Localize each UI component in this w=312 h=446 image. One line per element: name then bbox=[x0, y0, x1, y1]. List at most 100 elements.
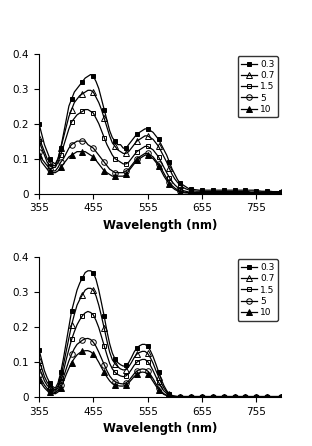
Legend: 0.3, 0.7, 1.5, 5, 10: 0.3, 0.7, 1.5, 5, 10 bbox=[237, 56, 278, 117]
0.3 bbox=[279, 394, 283, 399]
0.3 bbox=[113, 356, 117, 362]
10 bbox=[189, 191, 193, 196]
5 bbox=[279, 394, 283, 399]
0.7 bbox=[274, 189, 277, 194]
10 bbox=[211, 394, 215, 399]
Line: 0.7: 0.7 bbox=[36, 87, 284, 195]
1.5 bbox=[113, 370, 117, 375]
0.3 bbox=[241, 187, 245, 193]
5 bbox=[70, 351, 73, 357]
Line: 5: 5 bbox=[36, 138, 284, 196]
0.7 bbox=[176, 394, 179, 399]
1.5 bbox=[249, 190, 253, 195]
Line: 0.7: 0.7 bbox=[36, 285, 284, 399]
Line: 0.3: 0.3 bbox=[37, 268, 283, 399]
0.7 bbox=[249, 189, 253, 194]
0.7 bbox=[279, 189, 283, 194]
0.7 bbox=[113, 144, 117, 149]
10 bbox=[249, 191, 253, 196]
5 bbox=[244, 394, 247, 399]
Line: 1.5: 1.5 bbox=[37, 310, 283, 399]
1.5 bbox=[244, 190, 247, 195]
5 bbox=[37, 372, 41, 378]
10 bbox=[244, 191, 247, 196]
0.7 bbox=[279, 394, 283, 399]
5 bbox=[113, 379, 117, 384]
X-axis label: Wavelength (nm): Wavelength (nm) bbox=[103, 422, 217, 435]
10 bbox=[170, 394, 174, 399]
1.5 bbox=[37, 364, 41, 370]
1.5 bbox=[70, 337, 73, 342]
5 bbox=[211, 190, 215, 196]
1.5 bbox=[244, 394, 247, 399]
0.3 bbox=[86, 268, 90, 273]
0.3 bbox=[208, 187, 212, 193]
Line: 10: 10 bbox=[36, 348, 284, 399]
0.3 bbox=[274, 394, 277, 399]
5 bbox=[274, 190, 277, 196]
5 bbox=[70, 142, 73, 147]
5 bbox=[249, 190, 253, 196]
1.5 bbox=[211, 394, 215, 399]
0.3 bbox=[244, 394, 247, 399]
0.7 bbox=[70, 107, 73, 112]
10 bbox=[249, 394, 253, 399]
1.5 bbox=[70, 119, 73, 124]
0.7 bbox=[86, 87, 90, 93]
5 bbox=[37, 149, 41, 154]
Line: 5: 5 bbox=[36, 336, 284, 399]
0.3 bbox=[249, 394, 253, 399]
0.7 bbox=[37, 358, 41, 363]
0.7 bbox=[208, 189, 212, 194]
1.5 bbox=[83, 107, 87, 112]
0.7 bbox=[211, 394, 215, 399]
0.7 bbox=[241, 189, 245, 194]
1.5 bbox=[173, 394, 177, 399]
10 bbox=[274, 394, 277, 399]
0.7 bbox=[113, 361, 117, 366]
1.5 bbox=[86, 309, 90, 314]
1.5 bbox=[37, 138, 41, 144]
10 bbox=[113, 382, 117, 388]
10 bbox=[113, 173, 117, 179]
10 bbox=[279, 191, 283, 196]
Line: 1.5: 1.5 bbox=[37, 107, 283, 195]
1.5 bbox=[211, 190, 215, 195]
5 bbox=[244, 190, 247, 196]
1.5 bbox=[279, 394, 283, 399]
10 bbox=[274, 191, 277, 196]
0.3 bbox=[37, 121, 41, 126]
10 bbox=[75, 149, 79, 154]
0.7 bbox=[249, 394, 253, 399]
0.3 bbox=[89, 72, 92, 77]
0.7 bbox=[70, 322, 73, 328]
5 bbox=[279, 190, 283, 196]
1.5 bbox=[195, 190, 198, 195]
Line: 0.3: 0.3 bbox=[37, 72, 283, 194]
1.5 bbox=[279, 190, 283, 195]
5 bbox=[86, 336, 90, 341]
10 bbox=[37, 377, 41, 383]
5 bbox=[189, 190, 193, 196]
0.3 bbox=[246, 187, 250, 193]
0.7 bbox=[246, 189, 250, 194]
10 bbox=[279, 394, 283, 399]
1.5 bbox=[249, 394, 253, 399]
10 bbox=[244, 394, 247, 399]
10 bbox=[211, 191, 215, 196]
0.7 bbox=[86, 285, 90, 291]
0.3 bbox=[279, 189, 283, 194]
0.7 bbox=[37, 135, 41, 140]
1.5 bbox=[274, 190, 277, 195]
5 bbox=[211, 394, 215, 399]
10 bbox=[70, 360, 73, 365]
Line: 10: 10 bbox=[36, 149, 284, 196]
10 bbox=[37, 153, 41, 158]
5 bbox=[113, 170, 117, 175]
5 bbox=[274, 394, 277, 399]
0.3 bbox=[113, 138, 117, 144]
10 bbox=[83, 348, 87, 353]
0.3 bbox=[271, 189, 275, 194]
0.3 bbox=[37, 347, 41, 352]
0.3 bbox=[176, 394, 179, 399]
